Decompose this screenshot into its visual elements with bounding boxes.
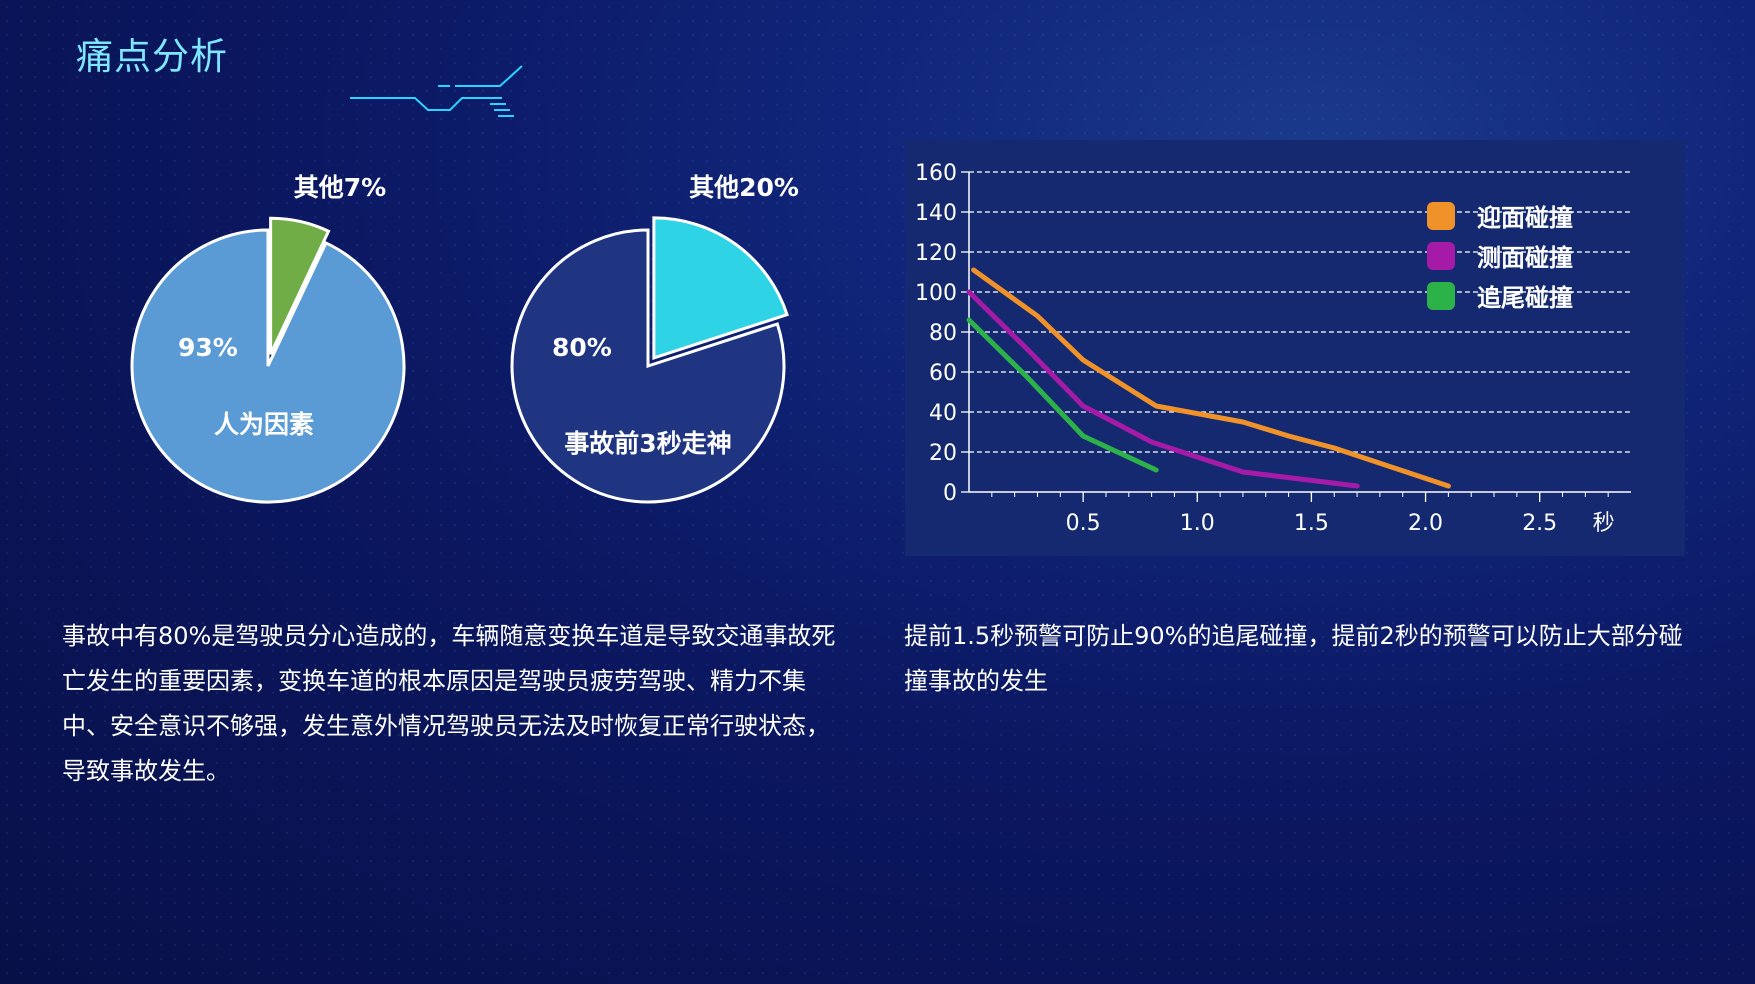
legend-swatch-1 [1427, 202, 1455, 230]
pie-chart-distraction: 80% 事故前3秒走神 其他20% [510, 173, 799, 504]
pie-slice-1-main [130, 228, 406, 504]
x-tick-label: 0.5 [1066, 511, 1101, 536]
legend-label-1: 迎面碰撞 [1477, 204, 1573, 232]
legend-swatch-3 [1427, 282, 1455, 310]
paragraph-right: 提前1.5秒预警可防止90%的追尾碰撞，提前2秒的预警可以防止大部分碰撞事故的发… [904, 622, 1683, 695]
pie-slice-2-main [510, 228, 786, 504]
pie-value-label-1: 93% [178, 333, 238, 362]
pie-category-label-2: 事故前3秒走神 [564, 429, 731, 458]
y-tick-label: 100 [915, 281, 957, 306]
x-tick-label: 1.0 [1180, 511, 1215, 536]
line-chart-panel: 0 20 40 60 80 100 120 140 160 0.5 1.0 1.5 2.0 2.5 秒 迎面碰… [905, 140, 1685, 556]
title-decoration [80, 65, 523, 117]
pie-value-label-2: 80% [552, 333, 612, 362]
x-unit-label: 秒 [1593, 511, 1615, 536]
series-line-1 [971, 267, 1451, 489]
x-tick-label: 2.0 [1408, 511, 1443, 536]
x-tick-label: 2.5 [1522, 511, 1557, 536]
pie-slice-2-other [652, 216, 789, 360]
series-line-3 [966, 317, 1159, 473]
paragraph-left: 事故中有80%是驾驶员分心造成的，车辆随意变换车道是导致交通事故死亡发生的重要因… [62, 622, 836, 785]
pie-category-label-1: 人为因素 [214, 410, 314, 439]
pie-slice-1-other [269, 216, 331, 355]
pie-other-label-2: 其他20% [689, 173, 799, 202]
x-tick-label: 1.5 [1294, 511, 1329, 536]
y-tick-label: 140 [915, 201, 957, 226]
legend-label-3: 追尾碰撞 [1477, 284, 1573, 312]
y-tick-label: 80 [929, 321, 957, 346]
y-tick-label: 60 [929, 361, 957, 386]
y-tick-label: 160 [915, 161, 957, 186]
pie-chart-human-factors: 93% 人为因素 其他7% [130, 173, 406, 504]
collision-line-chart: 0 20 40 60 80 100 120 140 160 0.5 1.0 1.5 2.0 2.5 秒 迎面碰… [915, 161, 1631, 536]
y-tick-label: 0 [943, 481, 957, 506]
series-line-2 [966, 289, 1360, 489]
y-tick-label: 20 [929, 441, 957, 466]
pie-other-label-1: 其他7% [294, 173, 386, 202]
legend-swatch-2 [1427, 242, 1455, 270]
page-title: 痛点分析 [76, 35, 228, 78]
y-tick-label: 40 [929, 401, 957, 426]
y-tick-label: 120 [915, 241, 957, 266]
legend-label-2: 测面碰撞 [1477, 244, 1573, 272]
